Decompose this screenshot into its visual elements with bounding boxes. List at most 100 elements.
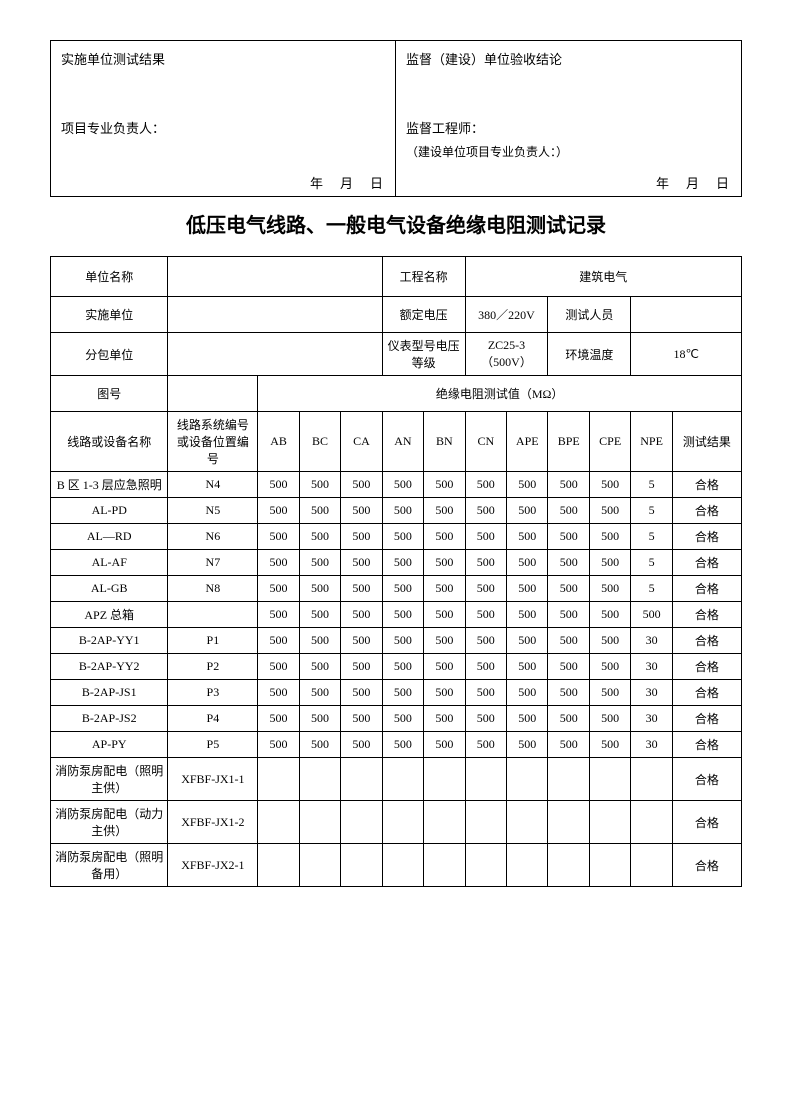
cell-value: 500 (424, 680, 465, 706)
cell-value: 500 (507, 576, 548, 602)
cell-value: 30 (631, 680, 672, 706)
cell-value: 500 (424, 576, 465, 602)
approval-box: 实施单位测试结果 项目专业负责人： 年 月 日 监督（建设）单位验收结论 监督工… (50, 40, 742, 197)
cell-value: 500 (299, 680, 340, 706)
table-row: AP-PYP550050050050050050050050050030合格 (51, 732, 742, 758)
cell-result: 合格 (672, 706, 741, 732)
cell-name: AP-PY (51, 732, 168, 758)
cell-name: 消防泵房配电（照明主供） (51, 758, 168, 801)
cell-value: 30 (631, 732, 672, 758)
cell-value: 500 (465, 576, 506, 602)
cell-value: 30 (631, 628, 672, 654)
cell-value: 500 (382, 472, 423, 498)
cell-value: 500 (341, 602, 382, 628)
cell-value: 500 (424, 550, 465, 576)
cell-code: N8 (168, 576, 258, 602)
table-row: B-2AP-YY2P250050050050050050050050050030… (51, 654, 742, 680)
cell-value: 500 (465, 732, 506, 758)
cell-value: 500 (548, 602, 589, 628)
cell-value: 500 (258, 706, 299, 732)
cell-value: 500 (299, 628, 340, 654)
cell-value: 500 (299, 550, 340, 576)
cell-code: N7 (168, 550, 258, 576)
column-header-row: 线路或设备名称 线路系统编号或设备位置编号 AB BC CA AN BN CN … (51, 412, 742, 472)
main-table: 单位名称 工程名称 建筑电气 实施单位 额定电压 380／220V 测试人员 分… (50, 256, 742, 887)
cell-value: 500 (258, 550, 299, 576)
cell-value (424, 801, 465, 844)
col-ape: APE (507, 412, 548, 472)
right-mid: 监督工程师： (406, 118, 731, 137)
cell-value: 500 (589, 706, 630, 732)
value-env-temp: 18℃ (631, 333, 742, 376)
cell-code: P2 (168, 654, 258, 680)
cell-result: 合格 (672, 576, 741, 602)
cell-value: 500 (507, 680, 548, 706)
cell-value: 30 (631, 654, 672, 680)
label-sub-unit: 分包单位 (51, 333, 168, 376)
cell-result: 合格 (672, 844, 741, 887)
cell-value: 500 (507, 706, 548, 732)
cell-value: 500 (548, 498, 589, 524)
cell-value: 5 (631, 524, 672, 550)
cell-value: 500 (382, 576, 423, 602)
cell-value (631, 758, 672, 801)
right-sub: （建设单位项目专业负责人：） (406, 143, 731, 160)
cell-result: 合格 (672, 758, 741, 801)
label-project-name: 工程名称 (382, 257, 465, 297)
col-ca: CA (341, 412, 382, 472)
cell-value: 500 (424, 472, 465, 498)
cell-value (258, 801, 299, 844)
left-date: 年 月 日 (310, 173, 385, 192)
cell-value: 5 (631, 472, 672, 498)
cell-value: 500 (341, 680, 382, 706)
cell-value: 500 (507, 628, 548, 654)
cell-result: 合格 (672, 680, 741, 706)
cell-value: 500 (382, 628, 423, 654)
cell-value: 500 (548, 472, 589, 498)
page-title: 低压电气线路、一般电气设备绝缘电阻测试记录 (50, 209, 742, 238)
cell-value (465, 844, 506, 887)
cell-value: 500 (548, 576, 589, 602)
left-mid: 项目专业负责人： (61, 118, 385, 137)
cell-value: 500 (465, 654, 506, 680)
cell-value (424, 844, 465, 887)
cell-value: 500 (465, 524, 506, 550)
label-env-temp: 环境温度 (548, 333, 631, 376)
table-row: 消防泵房配电（照明备用）XFBF-JX2-1合格 (51, 844, 742, 887)
table-row: 消防泵房配电（动力主供）XFBF-JX1-2合格 (51, 801, 742, 844)
right-header: 监督（建设）单位验收结论 (406, 49, 731, 68)
cell-value (589, 844, 630, 887)
cell-value: 500 (465, 706, 506, 732)
table-row: 消防泵房配电（照明主供）XFBF-JX1-1合格 (51, 758, 742, 801)
cell-value: 500 (548, 628, 589, 654)
cell-value: 500 (465, 680, 506, 706)
cell-value: 500 (548, 524, 589, 550)
cell-value: 500 (589, 576, 630, 602)
cell-value: 5 (631, 576, 672, 602)
cell-value: 500 (589, 498, 630, 524)
cell-code: P4 (168, 706, 258, 732)
cell-value: 500 (341, 498, 382, 524)
cell-value: 500 (299, 524, 340, 550)
cell-value: 500 (258, 654, 299, 680)
cell-name: AL-PD (51, 498, 168, 524)
cell-value: 30 (631, 706, 672, 732)
cell-value (465, 801, 506, 844)
table-row: AL-GBN85005005005005005005005005005合格 (51, 576, 742, 602)
cell-value: 500 (382, 654, 423, 680)
cell-value: 500 (507, 602, 548, 628)
cell-value: 500 (424, 732, 465, 758)
cell-value (589, 801, 630, 844)
cell-value: 500 (299, 498, 340, 524)
cell-value: 500 (382, 550, 423, 576)
cell-value (507, 758, 548, 801)
cell-result: 合格 (672, 801, 741, 844)
cell-result: 合格 (672, 498, 741, 524)
table-row: B-2AP-YY1P150050050050050050050050050030… (51, 628, 742, 654)
cell-value (341, 758, 382, 801)
cell-value: 500 (382, 498, 423, 524)
cell-value: 500 (258, 524, 299, 550)
value-impl-unit (168, 297, 382, 333)
cell-value: 500 (507, 524, 548, 550)
cell-value: 500 (258, 628, 299, 654)
